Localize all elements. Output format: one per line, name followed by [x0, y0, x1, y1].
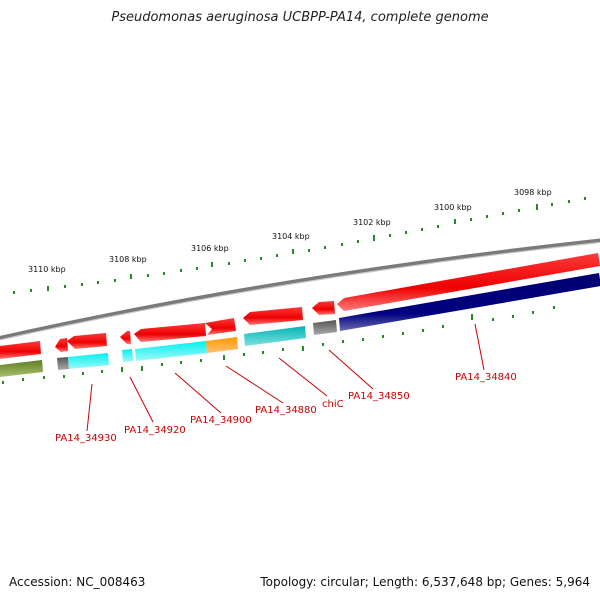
cds-cyan-1[interactable]	[68, 353, 109, 369]
cds-navy[interactable]	[339, 273, 600, 331]
tick-label-3110: 3110 kbp	[28, 265, 66, 274]
gene-forward-8[interactable]	[312, 301, 335, 315]
tick-label-3104: 3104 kbp	[272, 232, 310, 241]
gene-forward-4[interactable]	[120, 331, 131, 344]
tick-label-3108: 3108 kbp	[109, 255, 147, 264]
cds-gray-2[interactable]	[313, 320, 337, 335]
gene-forward-9[interactable]	[337, 253, 600, 311]
tick-label-3102: 3102 kbp	[353, 218, 391, 227]
gene-forward-3[interactable]	[67, 333, 107, 349]
cds-cyan-2[interactable]	[122, 349, 133, 362]
tick-label-3098: 3098 kbp	[514, 188, 552, 197]
cds-orange[interactable]	[206, 337, 238, 353]
cds-genes	[0, 273, 600, 377]
gene-forward-2[interactable]	[55, 338, 68, 352]
forward-strand-genes	[0, 253, 600, 359]
outer-ruler	[13, 197, 586, 294]
cds-teal[interactable]	[244, 326, 306, 346]
gene-label-pa14-34920[interactable]: PA14_34920	[124, 425, 186, 436]
gene-forward-5[interactable]	[134, 323, 206, 342]
tick-label-3100: 3100 kbp	[434, 203, 472, 212]
gene-label-pa14-34930[interactable]: PA14_34930	[55, 433, 117, 444]
gene-forward-7[interactable]	[243, 307, 303, 325]
cds-olive[interactable]	[0, 360, 43, 377]
ruler-labels: 3098 kbp 3100 kbp 3102 kbp 3104 kbp 3106…	[28, 188, 552, 274]
genome-backbone	[0, 238, 600, 341]
accession-text: Accession: NC_008463	[9, 575, 146, 589]
gene-forward-6[interactable]	[205, 318, 236, 335]
inner-ruler	[2, 306, 555, 384]
cds-cyan-3[interactable]	[135, 341, 207, 361]
label-leaders	[86, 323, 485, 432]
tick-label-3106: 3106 kbp	[191, 244, 229, 253]
map-title: Pseudomonas aeruginosa UCBPP-PA14, compl…	[111, 10, 489, 25]
cds-gray-1[interactable]	[57, 357, 69, 370]
gene-label-chic[interactable]: chiC	[322, 399, 344, 410]
gene-label-pa14-34850[interactable]: PA14_34850	[348, 391, 410, 402]
gene-label-pa14-34900[interactable]: PA14_34900	[190, 415, 252, 426]
topology-text: Topology: circular; Length: 6,537,648 bp…	[260, 575, 590, 589]
gene-forward-1[interactable]	[0, 341, 41, 359]
gene-labels: PA14_34840 PA14_34850 chiC PA14_34880 PA…	[55, 372, 517, 444]
gene-label-pa14-34840[interactable]: PA14_34840	[455, 372, 517, 383]
gene-label-pa14-34880[interactable]: PA14_34880	[255, 405, 317, 416]
